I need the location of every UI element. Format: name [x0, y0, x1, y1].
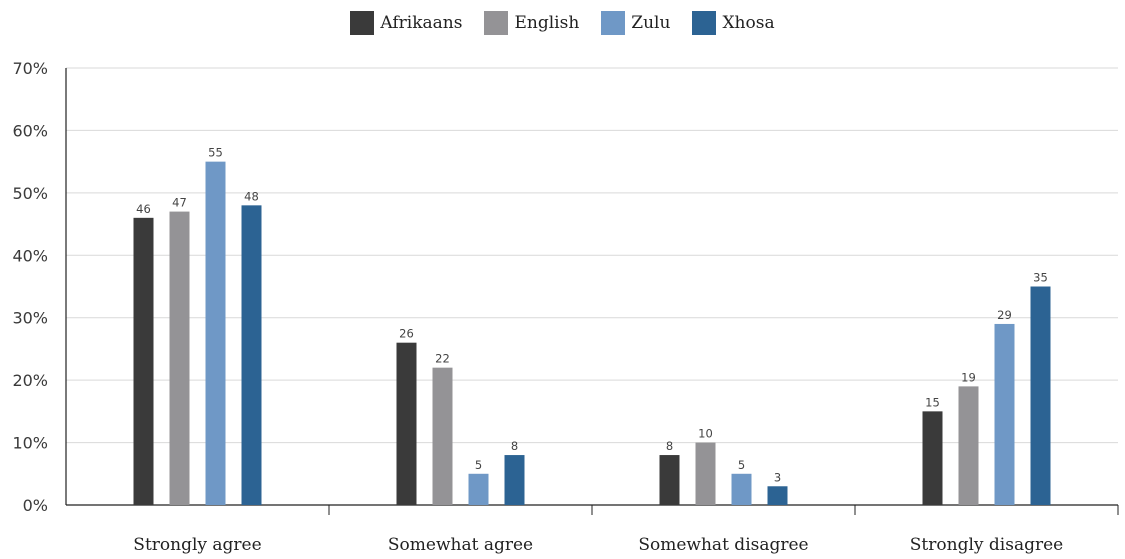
bar-xhosa [241, 205, 262, 506]
legend-label: Zulu [631, 13, 671, 33]
x-category-label: Somewhat agree [388, 535, 533, 555]
y-tick-label: 60% [12, 121, 48, 140]
bar-zulu [468, 473, 489, 505]
bar-xhosa [1030, 286, 1051, 505]
y-tick-label: 20% [12, 371, 48, 390]
bar-afrikaans [133, 217, 154, 506]
data-label: 29 [997, 308, 1012, 322]
x-category-label: Strongly agree [133, 535, 261, 555]
data-label: 35 [1033, 271, 1048, 285]
data-label: 48 [244, 189, 259, 203]
data-label: 46 [136, 202, 151, 216]
legend-swatch [350, 11, 375, 35]
bar-afrikaans [396, 342, 417, 505]
y-tick-label: 70% [12, 59, 48, 78]
data-label: 5 [738, 458, 745, 472]
bar-zulu [205, 161, 226, 505]
bar-xhosa [504, 455, 525, 505]
data-label: 55 [208, 146, 223, 160]
data-label: 19 [961, 370, 976, 384]
y-tick-label: 30% [12, 309, 48, 328]
y-tick-label: 10% [12, 434, 48, 453]
legend-item: Zulu [601, 11, 670, 35]
bar-xhosa [767, 486, 788, 505]
legend-item: Xhosa [692, 11, 775, 35]
x-category-label: Strongly disagree [910, 535, 1063, 555]
legend-label: Afrikaans [380, 13, 463, 33]
legend-swatch [601, 11, 626, 35]
data-label: 22 [435, 352, 450, 366]
legend-label: Xhosa [722, 13, 775, 33]
legend-label: English [514, 13, 580, 33]
bar-english [695, 442, 716, 505]
data-label: 8 [666, 439, 673, 453]
data-label: 15 [925, 395, 940, 409]
bar-afrikaans [659, 455, 680, 505]
y-tick-label: 40% [12, 246, 48, 265]
y-tick-label: 0% [23, 496, 48, 515]
bar-zulu [994, 323, 1015, 505]
bar-english [169, 211, 190, 506]
data-label: 3 [774, 470, 781, 484]
y-tick-label: 50% [12, 184, 48, 203]
bar-english [958, 386, 979, 505]
legend-item: English [484, 11, 579, 35]
data-label: 26 [399, 327, 414, 341]
chart-legend: Afrikaans English Zulu Xhosa [0, 11, 1125, 35]
bar-afrikaans [922, 411, 943, 505]
data-label: 5 [475, 458, 482, 472]
bar-zulu [731, 473, 752, 505]
bar-english [432, 367, 453, 505]
legend-swatch [692, 11, 717, 35]
x-category-label: Somewhat disagree [638, 535, 808, 555]
data-label: 8 [511, 439, 518, 453]
legend-item: Afrikaans [350, 11, 462, 35]
data-label: 47 [172, 196, 187, 210]
legend-swatch [484, 11, 509, 35]
data-label: 10 [698, 427, 713, 441]
